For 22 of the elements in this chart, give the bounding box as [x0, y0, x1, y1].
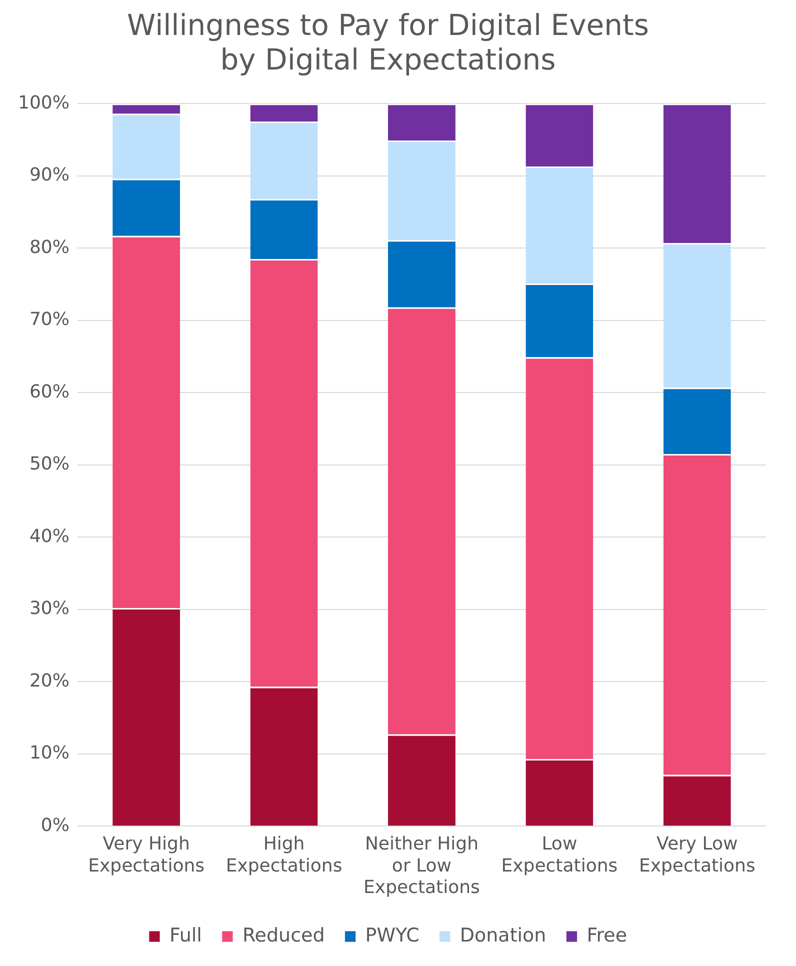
- y-tick-label: 80%: [29, 236, 70, 258]
- y-tick-label: 100%: [18, 92, 70, 114]
- legend-label: Donation: [460, 924, 546, 946]
- x-tick-label: Very Low Expectations: [638, 834, 756, 876]
- legend-label: Free: [586, 924, 628, 946]
- y-tick-label: 30%: [29, 598, 70, 620]
- y-tick-label: 10%: [29, 742, 70, 764]
- legend-label: Reduced: [242, 924, 325, 946]
- y-tick-label: 70%: [29, 309, 70, 330]
- legend-label: Full: [169, 924, 202, 946]
- x-tick-label: High Expectations: [226, 834, 342, 876]
- y-tick-label: 40%: [29, 526, 70, 547]
- y-tick-label: 50%: [29, 454, 70, 475]
- y-tick-label: 90%: [29, 164, 70, 186]
- y-tick-label: 0%: [40, 814, 70, 836]
- x-tick-label: Low Expectations: [501, 834, 618, 876]
- chart-title: Willingness to Pay for Digital Events by Digital Expectations: [127, 8, 649, 77]
- y-tick-label: 20%: [29, 670, 70, 692]
- legend-label: PWYC: [365, 924, 420, 946]
- x-tick-label: Very High Expectations: [88, 834, 204, 876]
- x-tick-label: Neither High or Low Expectations: [364, 834, 480, 898]
- y-tick-label: 60%: [29, 381, 70, 402]
